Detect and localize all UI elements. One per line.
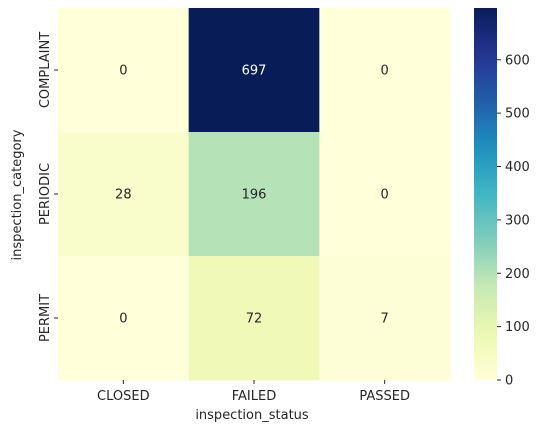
x-tick-label: PASSED <box>359 389 410 404</box>
cell-value-label: 697 <box>242 64 267 79</box>
colorbar-tick-label: 100 <box>505 320 530 335</box>
cell-value-label: 0 <box>119 312 127 327</box>
heatmap-cells <box>58 8 451 381</box>
colorbar <box>474 8 497 380</box>
cell-value-label: 28 <box>115 188 132 203</box>
cell-value-label: 0 <box>119 64 127 79</box>
heatmap-cell-labels: 0 697 0 28 196 0 0 72 7 <box>115 64 389 327</box>
colorbar-tick-label: 600 <box>505 53 530 68</box>
colorbar-tick-label: 0 <box>505 374 513 389</box>
heatmap-cell <box>319 256 451 381</box>
x-axis-label: inspection_status <box>195 408 309 423</box>
heatmap-cell <box>319 132 451 257</box>
x-tick-label: FAILED <box>232 389 276 404</box>
colorbar-ticks: 0 100 200 300 400 500 600 <box>497 53 530 389</box>
colorbar-tick-label: 300 <box>505 213 530 228</box>
cell-value-label: 7 <box>381 312 389 327</box>
heatmap-cell <box>188 256 320 381</box>
y-axis: COMPLAINT PERIODIC PERMIT <box>38 32 58 342</box>
heatmap-cell <box>58 132 190 257</box>
colorbar-tick-label: 400 <box>505 160 530 175</box>
cell-value-label: 72 <box>246 312 263 327</box>
y-tick-label: COMPLAINT <box>38 32 53 108</box>
cell-value-label: 0 <box>381 188 389 203</box>
cell-value-label: 0 <box>381 64 389 79</box>
heatmap-cell <box>319 8 451 133</box>
heatmap-cell <box>188 132 320 257</box>
y-tick-label: PERMIT <box>38 294 53 342</box>
cell-value-label: 196 <box>242 188 267 203</box>
x-axis: CLOSED FAILED PASSED <box>97 380 410 404</box>
y-tick-label: PERIODIC <box>38 163 53 225</box>
heatmap-cell <box>58 8 190 133</box>
colorbar-tick-label: 500 <box>505 107 530 122</box>
colorbar-tick-label: 200 <box>505 267 530 282</box>
heatmap-cell <box>58 256 190 381</box>
y-axis-label: inspection_category <box>10 129 25 260</box>
heatmap-cell <box>188 8 320 133</box>
x-tick-label: CLOSED <box>97 389 150 404</box>
